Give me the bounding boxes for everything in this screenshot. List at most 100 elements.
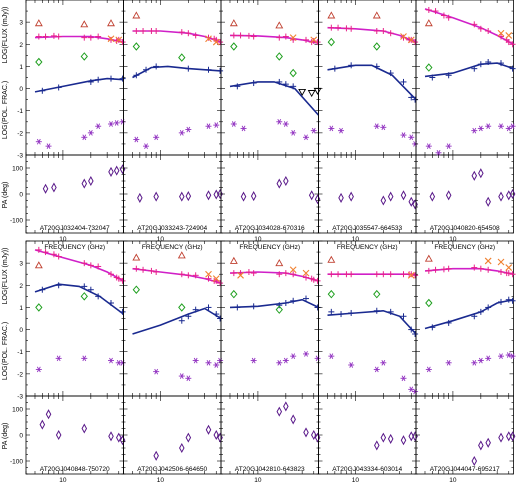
polarized-flux-point bbox=[477, 61, 484, 68]
x-marker-point bbox=[400, 33, 407, 40]
flux-panel-frame bbox=[123, 0, 222, 156]
flux-fit-line bbox=[229, 34, 319, 44]
pa-panel-frame bbox=[123, 154, 222, 234]
source-name: AT20GJ043334-603014 bbox=[332, 466, 402, 473]
flux-point bbox=[119, 277, 126, 284]
polarized-flux-point bbox=[95, 293, 102, 300]
polarized-flux-fit-line bbox=[229, 81, 320, 116]
triangle-point bbox=[424, 19, 433, 27]
source-panel: AT20GJ042810-643823 bbox=[220, 240, 321, 475]
polarized-flux-point bbox=[290, 297, 297, 304]
pa-panel-frame bbox=[25, 154, 124, 234]
diamond-point bbox=[80, 52, 88, 61]
position-angle-point bbox=[478, 168, 484, 179]
flux-point bbox=[380, 271, 387, 278]
position-angle-point bbox=[179, 442, 185, 454]
polarized-flux-point bbox=[213, 311, 220, 318]
source-panel: AT20GJ044047-695217 bbox=[415, 240, 516, 475]
position-angle-point bbox=[338, 192, 344, 203]
polarization-fraction-point bbox=[213, 362, 220, 368]
y-tick-label: -1 bbox=[17, 108, 23, 115]
flux-fit-line bbox=[424, 8, 514, 46]
flux-fit-line bbox=[132, 30, 222, 43]
y-tick-label: 0 bbox=[19, 192, 23, 199]
polarization-fraction-point bbox=[108, 357, 115, 364]
pa-panel-frame bbox=[415, 395, 514, 475]
diamond-point bbox=[178, 303, 186, 312]
flux-point bbox=[55, 33, 62, 40]
polarized-flux-fit-line bbox=[327, 64, 417, 101]
polarized-flux-point bbox=[400, 78, 407, 85]
polarized-flux-fit-line bbox=[424, 62, 514, 78]
polarization-fraction-point bbox=[55, 355, 62, 362]
position-angle-point bbox=[115, 432, 122, 443]
source-panel: AT20GJ040820-654508 bbox=[415, 0, 516, 234]
polarization-fraction-point bbox=[314, 355, 321, 362]
flux-point bbox=[485, 266, 492, 273]
position-angle-point bbox=[153, 191, 159, 202]
flux-point bbox=[250, 33, 257, 40]
flux-point bbox=[95, 33, 102, 40]
source-name: AT20GJ032404-732047 bbox=[40, 225, 110, 232]
flux-point bbox=[440, 12, 447, 19]
flux-point bbox=[42, 33, 49, 40]
polarized-flux-point bbox=[108, 75, 115, 82]
x-tick-label: 10 bbox=[59, 477, 67, 482]
pol-axis-label: LOG(POL. FRAC.) bbox=[2, 322, 9, 380]
flux-point bbox=[237, 32, 244, 39]
flux-point bbox=[290, 271, 297, 278]
polarization-fraction-point bbox=[338, 127, 345, 134]
polarized-flux-fit-line bbox=[327, 309, 417, 335]
flux-point bbox=[505, 39, 512, 46]
polarization-fraction-point bbox=[213, 122, 220, 128]
position-angle-point bbox=[119, 164, 126, 175]
x-marker-point bbox=[289, 34, 297, 42]
polarized-flux-point bbox=[373, 63, 380, 70]
position-angle-point bbox=[45, 409, 52, 420]
polarization-fraction-point bbox=[81, 134, 88, 141]
flux-point bbox=[303, 36, 310, 43]
flux-point bbox=[498, 269, 505, 275]
polarized-flux-point bbox=[498, 298, 505, 305]
polarization-fraction-point bbox=[373, 366, 380, 373]
polarized-flux-point bbox=[87, 78, 94, 85]
x-marker-point bbox=[497, 258, 505, 266]
flux-point bbox=[314, 277, 321, 284]
source-name: AT20GJ042506-664650 bbox=[137, 466, 207, 473]
y-tick-label: 100 bbox=[12, 407, 23, 414]
y-tick-label: -3 bbox=[17, 394, 23, 401]
diamond-point bbox=[230, 289, 238, 299]
flux-point bbox=[178, 271, 185, 278]
position-angle-point bbox=[185, 191, 192, 202]
flux-panel-frame bbox=[318, 0, 417, 156]
flux-point bbox=[87, 34, 94, 41]
flux-point bbox=[35, 246, 42, 253]
position-angle-point bbox=[387, 191, 394, 202]
pa-panel-frame bbox=[123, 395, 222, 475]
flux-point bbox=[140, 266, 147, 273]
source-name: AT20GJ034028-670316 bbox=[235, 225, 305, 232]
x-marker-point bbox=[302, 269, 310, 277]
position-angle-point bbox=[108, 166, 114, 177]
polarization-fraction-point bbox=[408, 386, 415, 393]
diamond-point bbox=[178, 53, 186, 62]
source-name: AT20GJ033243-724904 bbox=[137, 225, 207, 232]
x-tick-label: 10 bbox=[449, 236, 457, 243]
position-angle-point bbox=[485, 437, 491, 448]
diamond-point bbox=[132, 42, 140, 51]
polarization-fraction-point bbox=[240, 125, 247, 132]
polarized-flux-point bbox=[234, 304, 241, 311]
polarization-fraction-point bbox=[153, 134, 160, 141]
polarization-fraction-point bbox=[133, 136, 140, 143]
polarization-fraction-point bbox=[45, 143, 52, 149]
position-angle-point bbox=[217, 188, 223, 200]
polarization-fraction-point bbox=[143, 143, 150, 149]
x-marker-point bbox=[407, 36, 415, 44]
position-angle-point bbox=[240, 191, 247, 202]
flux-point bbox=[153, 28, 160, 34]
x-tick-label: 10 bbox=[157, 236, 165, 243]
y-tick-label: 3 bbox=[19, 20, 23, 27]
y-tick-label: -100 bbox=[10, 459, 23, 466]
diamond-point bbox=[275, 52, 283, 61]
polarized-flux-point bbox=[408, 326, 415, 333]
